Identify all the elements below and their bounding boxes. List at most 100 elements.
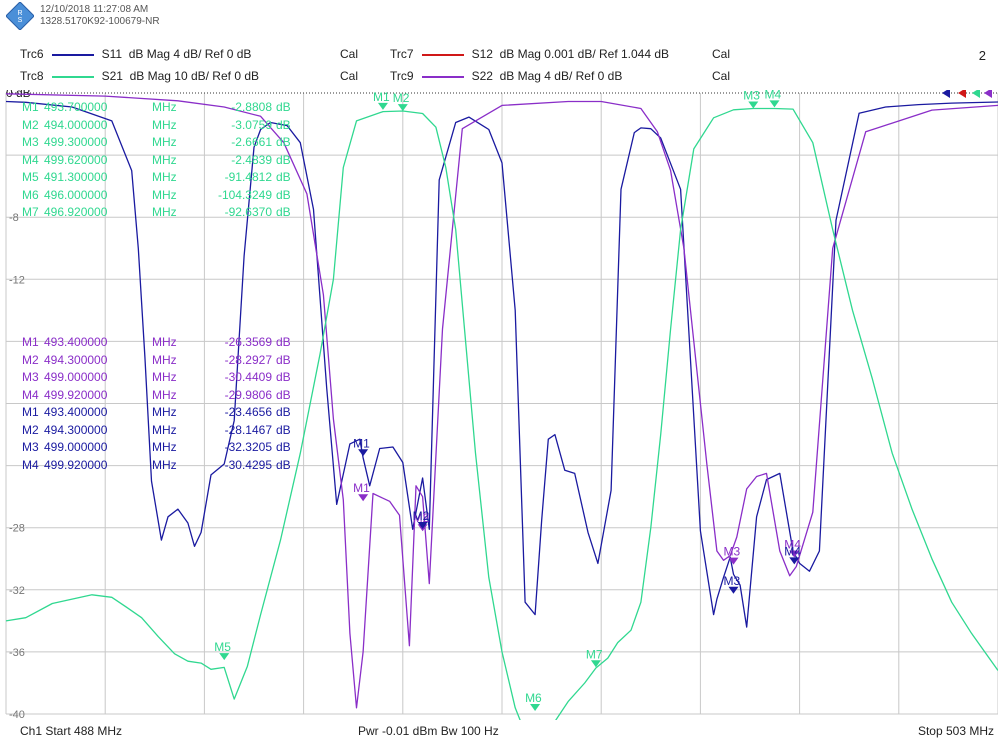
marker-freq: 499.620000 bbox=[44, 152, 108, 167]
stop-frequency: Stop 503 MHz bbox=[917, 724, 994, 738]
trace-format: dB Mag 10 dB/ Ref 0 dB bbox=[129, 69, 260, 83]
trace-name: Trc9 bbox=[390, 69, 414, 83]
marker-m3-icon bbox=[728, 557, 739, 565]
marker-freq: 496.920000 bbox=[44, 205, 108, 219]
marker-value: -23.4656 bbox=[224, 405, 272, 419]
reference-arrow-icon bbox=[984, 90, 992, 98]
marker-id: M1 bbox=[22, 335, 39, 349]
trace-label-trc6[interactable]: Trc6 S11 dB Mag 4 dB/ Ref 0 dB bbox=[20, 47, 251, 61]
marker-row: M3 499.000000 MHz -30.4409 dB bbox=[22, 369, 298, 387]
start-frequency: Ch1 Start 488 MHz bbox=[20, 724, 123, 738]
marker-db: dB bbox=[276, 352, 291, 367]
marker-unit: MHz bbox=[152, 440, 177, 454]
marker-unit: MHz bbox=[152, 352, 177, 367]
marker-db: dB bbox=[276, 370, 291, 384]
trace-label-trc8[interactable]: Trc8 S21 dB Mag 10 dB/ Ref 0 dB bbox=[20, 69, 259, 83]
marker-table-s22: M1 493.400000 MHz -26.3569 dB M2 494.300000 MHz… bbox=[22, 334, 298, 404]
marker-id: M7 bbox=[22, 205, 39, 219]
marker-freq: 493.400000 bbox=[44, 405, 108, 419]
marker-m4-icon bbox=[769, 100, 780, 108]
marker-row: M2 494.000000 MHz -3.0759 dB bbox=[22, 117, 298, 135]
marker-db: dB bbox=[276, 405, 291, 419]
marker-m7-icon bbox=[590, 660, 601, 668]
marker-db: dB bbox=[276, 440, 291, 454]
marker-m5-icon bbox=[219, 653, 230, 661]
marker-id: M2 bbox=[22, 352, 39, 367]
trace-color-line bbox=[421, 53, 464, 56]
marker-id: M4 bbox=[22, 387, 39, 402]
marker-value: -91.4812 bbox=[224, 170, 272, 184]
timestamp-block: 12/10/2018 11:27:08 AM 1328.5170K92-1006… bbox=[40, 4, 160, 28]
marker-row: M4 499.620000 MHz -2.4839 dB bbox=[22, 152, 298, 170]
marker-db: dB bbox=[276, 117, 291, 132]
marker-id: M1 bbox=[22, 100, 39, 114]
marker-unit: MHz bbox=[152, 457, 177, 472]
y-tick-label: -32 bbox=[9, 585, 25, 597]
marker-id: M2 bbox=[22, 422, 39, 437]
trace-param: S12 bbox=[471, 47, 493, 61]
y-tick-label: -12 bbox=[9, 274, 25, 286]
marker-m1-icon bbox=[358, 494, 369, 502]
marker-value: -30.4409 bbox=[224, 370, 272, 384]
trace-cal-trc6: Cal bbox=[340, 47, 359, 61]
marker-freq: 493.400000 bbox=[44, 335, 108, 349]
marker-id: M6 bbox=[22, 187, 39, 202]
rs-logo-icon: R S bbox=[6, 2, 34, 30]
marker-m4-icon bbox=[789, 550, 800, 558]
y-tick-label: -28 bbox=[9, 523, 25, 535]
svg-text:S: S bbox=[18, 17, 23, 24]
marker-freq: 499.000000 bbox=[44, 370, 108, 384]
trace-name: Trc7 bbox=[390, 47, 414, 61]
trace-param: S11 bbox=[101, 47, 123, 61]
marker-freq: 494.300000 bbox=[44, 352, 108, 367]
marker-m2-label: M2 bbox=[413, 511, 430, 525]
marker-m4-icon bbox=[789, 557, 800, 565]
marker-value: -2.4839 bbox=[231, 152, 272, 167]
marker-db: dB bbox=[276, 170, 291, 184]
marker-m3-label: M3 bbox=[723, 574, 740, 588]
marker-db: dB bbox=[276, 152, 291, 167]
marker-value: -26.3569 bbox=[224, 335, 272, 349]
marker-unit: MHz bbox=[152, 387, 177, 402]
marker-row: M1 493.400000 MHz -23.4656 dB bbox=[22, 404, 298, 422]
marker-id: M3 bbox=[22, 440, 39, 454]
marker-table-s21: M1 493.700000 MHz -2.8808 dB M2 494.000000 MHz -… bbox=[22, 99, 298, 222]
marker-row: M6 496.000000 MHz -104.3249 dB bbox=[22, 187, 298, 205]
marker-value: -30.4295 bbox=[224, 457, 272, 472]
marker-db: dB bbox=[276, 387, 291, 402]
marker-freq: 499.920000 bbox=[44, 457, 108, 472]
marker-row: M5 491.300000 MHz -91.4812 dB bbox=[22, 169, 298, 187]
marker-table-s11: M1 493.400000 MHz -23.4656 dB M2 494.300000 MHz… bbox=[22, 404, 298, 474]
trace-cal-trc7: Cal bbox=[712, 47, 731, 61]
trace-s21 bbox=[5, 107, 998, 720]
marker-row: M3 499.000000 MHz -32.3205 dB bbox=[22, 439, 298, 457]
y-tick-label: -40 bbox=[9, 709, 25, 720]
marker-row: M2 494.300000 MHz -28.1467 dB bbox=[22, 422, 298, 440]
marker-value: -28.2927 bbox=[224, 352, 272, 367]
device-id: 1328.5170K92-100679-NR bbox=[40, 16, 160, 27]
marker-id: M2 bbox=[22, 117, 39, 132]
marker-db: dB bbox=[276, 205, 291, 219]
channel-number: 2 bbox=[978, 48, 986, 63]
marker-id: M3 bbox=[22, 370, 39, 384]
marker-id: M5 bbox=[22, 170, 39, 184]
trace-label-trc9[interactable]: Trc9 S22 dB Mag 4 dB/ Ref 0 dB bbox=[390, 69, 622, 83]
marker-unit: MHz bbox=[152, 205, 177, 219]
marker-unit: MHz bbox=[152, 135, 177, 149]
marker-unit: MHz bbox=[152, 187, 177, 202]
marker-freq: 496.000000 bbox=[44, 187, 108, 202]
trace-cal-trc8: Cal bbox=[340, 69, 359, 83]
marker-value: -92.6370 bbox=[224, 205, 272, 219]
trace-label-trc7[interactable]: Trc7 S12 dB Mag 0.001 dB/ Ref 1.044 dB bbox=[390, 47, 669, 61]
marker-m1-label: M1 bbox=[353, 481, 370, 495]
y-tick-label: -8 bbox=[9, 212, 19, 224]
marker-m2-icon bbox=[417, 521, 428, 529]
marker-m1-icon bbox=[358, 449, 369, 457]
reference-arrow-icon bbox=[972, 90, 980, 98]
marker-unit: MHz bbox=[152, 405, 177, 419]
marker-id: M4 bbox=[22, 457, 39, 472]
marker-db: dB bbox=[276, 135, 291, 149]
marker-m6-icon bbox=[530, 704, 541, 711]
marker-id: M1 bbox=[22, 405, 39, 419]
